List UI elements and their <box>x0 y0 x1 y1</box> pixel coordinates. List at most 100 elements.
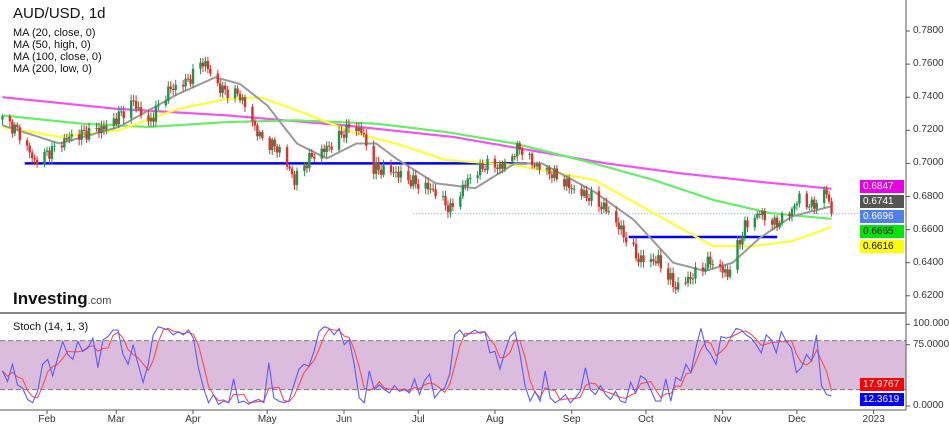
candle-body <box>503 161 507 169</box>
x-tick-label: Apr <box>185 414 201 425</box>
ma-legend-item: MA (100, close, 0) <box>13 51 102 63</box>
candle-body <box>394 171 398 173</box>
candle-body <box>825 189 828 195</box>
candle-body <box>570 188 573 190</box>
candle-body <box>642 255 645 263</box>
candle-body <box>355 127 358 131</box>
candle-body <box>216 73 219 84</box>
candle-body <box>795 203 799 206</box>
candle-body <box>374 162 378 174</box>
candle-body <box>70 134 73 137</box>
candle-body <box>120 111 123 113</box>
candle-body <box>669 273 672 280</box>
candle-body <box>738 240 742 245</box>
candle-body <box>330 146 333 150</box>
y-tick-label: 0.7000 <box>913 157 944 169</box>
candle-body <box>805 193 809 208</box>
candle-body <box>204 61 207 67</box>
candle-body <box>26 140 29 146</box>
stoch-badge: 12.3619 <box>860 393 904 406</box>
candle-body <box>137 107 140 109</box>
x-tick-label: 2023 <box>862 414 885 425</box>
candle-body <box>412 175 415 187</box>
candle-body <box>701 267 705 272</box>
candle-body <box>167 86 170 101</box>
candle-body <box>446 205 450 213</box>
y-tick-label: 0.6400 <box>913 256 944 268</box>
candle-body <box>60 145 64 148</box>
candle-body <box>28 145 31 153</box>
candle-body <box>753 217 757 228</box>
candle-body <box>822 189 826 203</box>
candle-body <box>50 146 54 159</box>
stoch-title: Stoch (14, 1, 3) <box>13 321 89 333</box>
candle-body <box>82 129 86 131</box>
candle-body <box>95 127 98 129</box>
candle-body <box>268 137 271 151</box>
candle-body <box>597 191 601 207</box>
candle-body <box>615 211 618 223</box>
candle-body <box>191 68 195 84</box>
candle-body <box>258 132 262 137</box>
candle-body <box>33 157 36 160</box>
candle-body <box>1 116 4 120</box>
candles <box>1 56 833 294</box>
candle-body <box>132 100 135 102</box>
candle-body <box>444 195 447 206</box>
candle-body <box>521 149 524 155</box>
investing-logo: Investing.com <box>13 289 111 309</box>
y-tick-label: 0.6200 <box>913 289 944 301</box>
candle-body <box>397 171 400 178</box>
candle-body <box>810 199 813 207</box>
candle-body <box>238 93 242 101</box>
candle-body <box>496 167 499 169</box>
candle-body <box>671 273 675 287</box>
candle-body <box>464 184 467 186</box>
candle-body <box>273 139 276 147</box>
candle-body <box>429 188 432 190</box>
candle-body <box>726 269 729 277</box>
candle-body <box>719 264 722 267</box>
candle-body <box>320 148 323 159</box>
candle-body <box>743 220 747 236</box>
price-badge: 0.6741 <box>860 195 904 208</box>
ma-legend-item: MA (20, close, 0) <box>13 27 96 39</box>
candle-body <box>808 206 811 208</box>
candle-body <box>706 256 710 269</box>
candle-body <box>530 153 534 166</box>
candle-body <box>149 117 153 122</box>
ma-legend-item: MA (50, high, 0) <box>13 39 91 51</box>
candle-body <box>77 134 81 140</box>
price-badge: 0.6665 <box>860 225 904 238</box>
candle-body <box>538 163 541 170</box>
candle-body <box>172 88 175 91</box>
candle-body <box>830 201 833 214</box>
stoch-k-line <box>1 326 832 406</box>
x-tick-label: Jul <box>411 414 425 425</box>
candle-body <box>181 84 185 87</box>
candle-body <box>226 89 229 98</box>
candle-body <box>382 165 385 175</box>
candle-body <box>622 225 625 238</box>
candle-body <box>780 213 784 223</box>
candle-body <box>620 225 623 230</box>
x-tick-label: Sep <box>562 414 581 425</box>
candle-body <box>43 151 46 165</box>
y-tick-label: 0.7400 <box>913 91 944 103</box>
candle-body <box>414 175 417 185</box>
candle-body <box>303 165 306 171</box>
candle-body <box>357 127 361 131</box>
candle-body <box>337 130 341 150</box>
candle-body <box>345 124 348 138</box>
candle-body <box>568 178 571 189</box>
candle-body <box>676 282 680 290</box>
candle-body <box>654 261 658 264</box>
candle-body <box>360 127 363 134</box>
candle-body <box>221 85 224 93</box>
candle-body <box>199 62 202 69</box>
candle-body <box>399 171 403 178</box>
y-tick-label: 0.6800 <box>913 190 944 202</box>
candle-body <box>63 138 66 148</box>
candle-body <box>634 244 638 259</box>
x-tick-label: Nov <box>713 414 732 425</box>
